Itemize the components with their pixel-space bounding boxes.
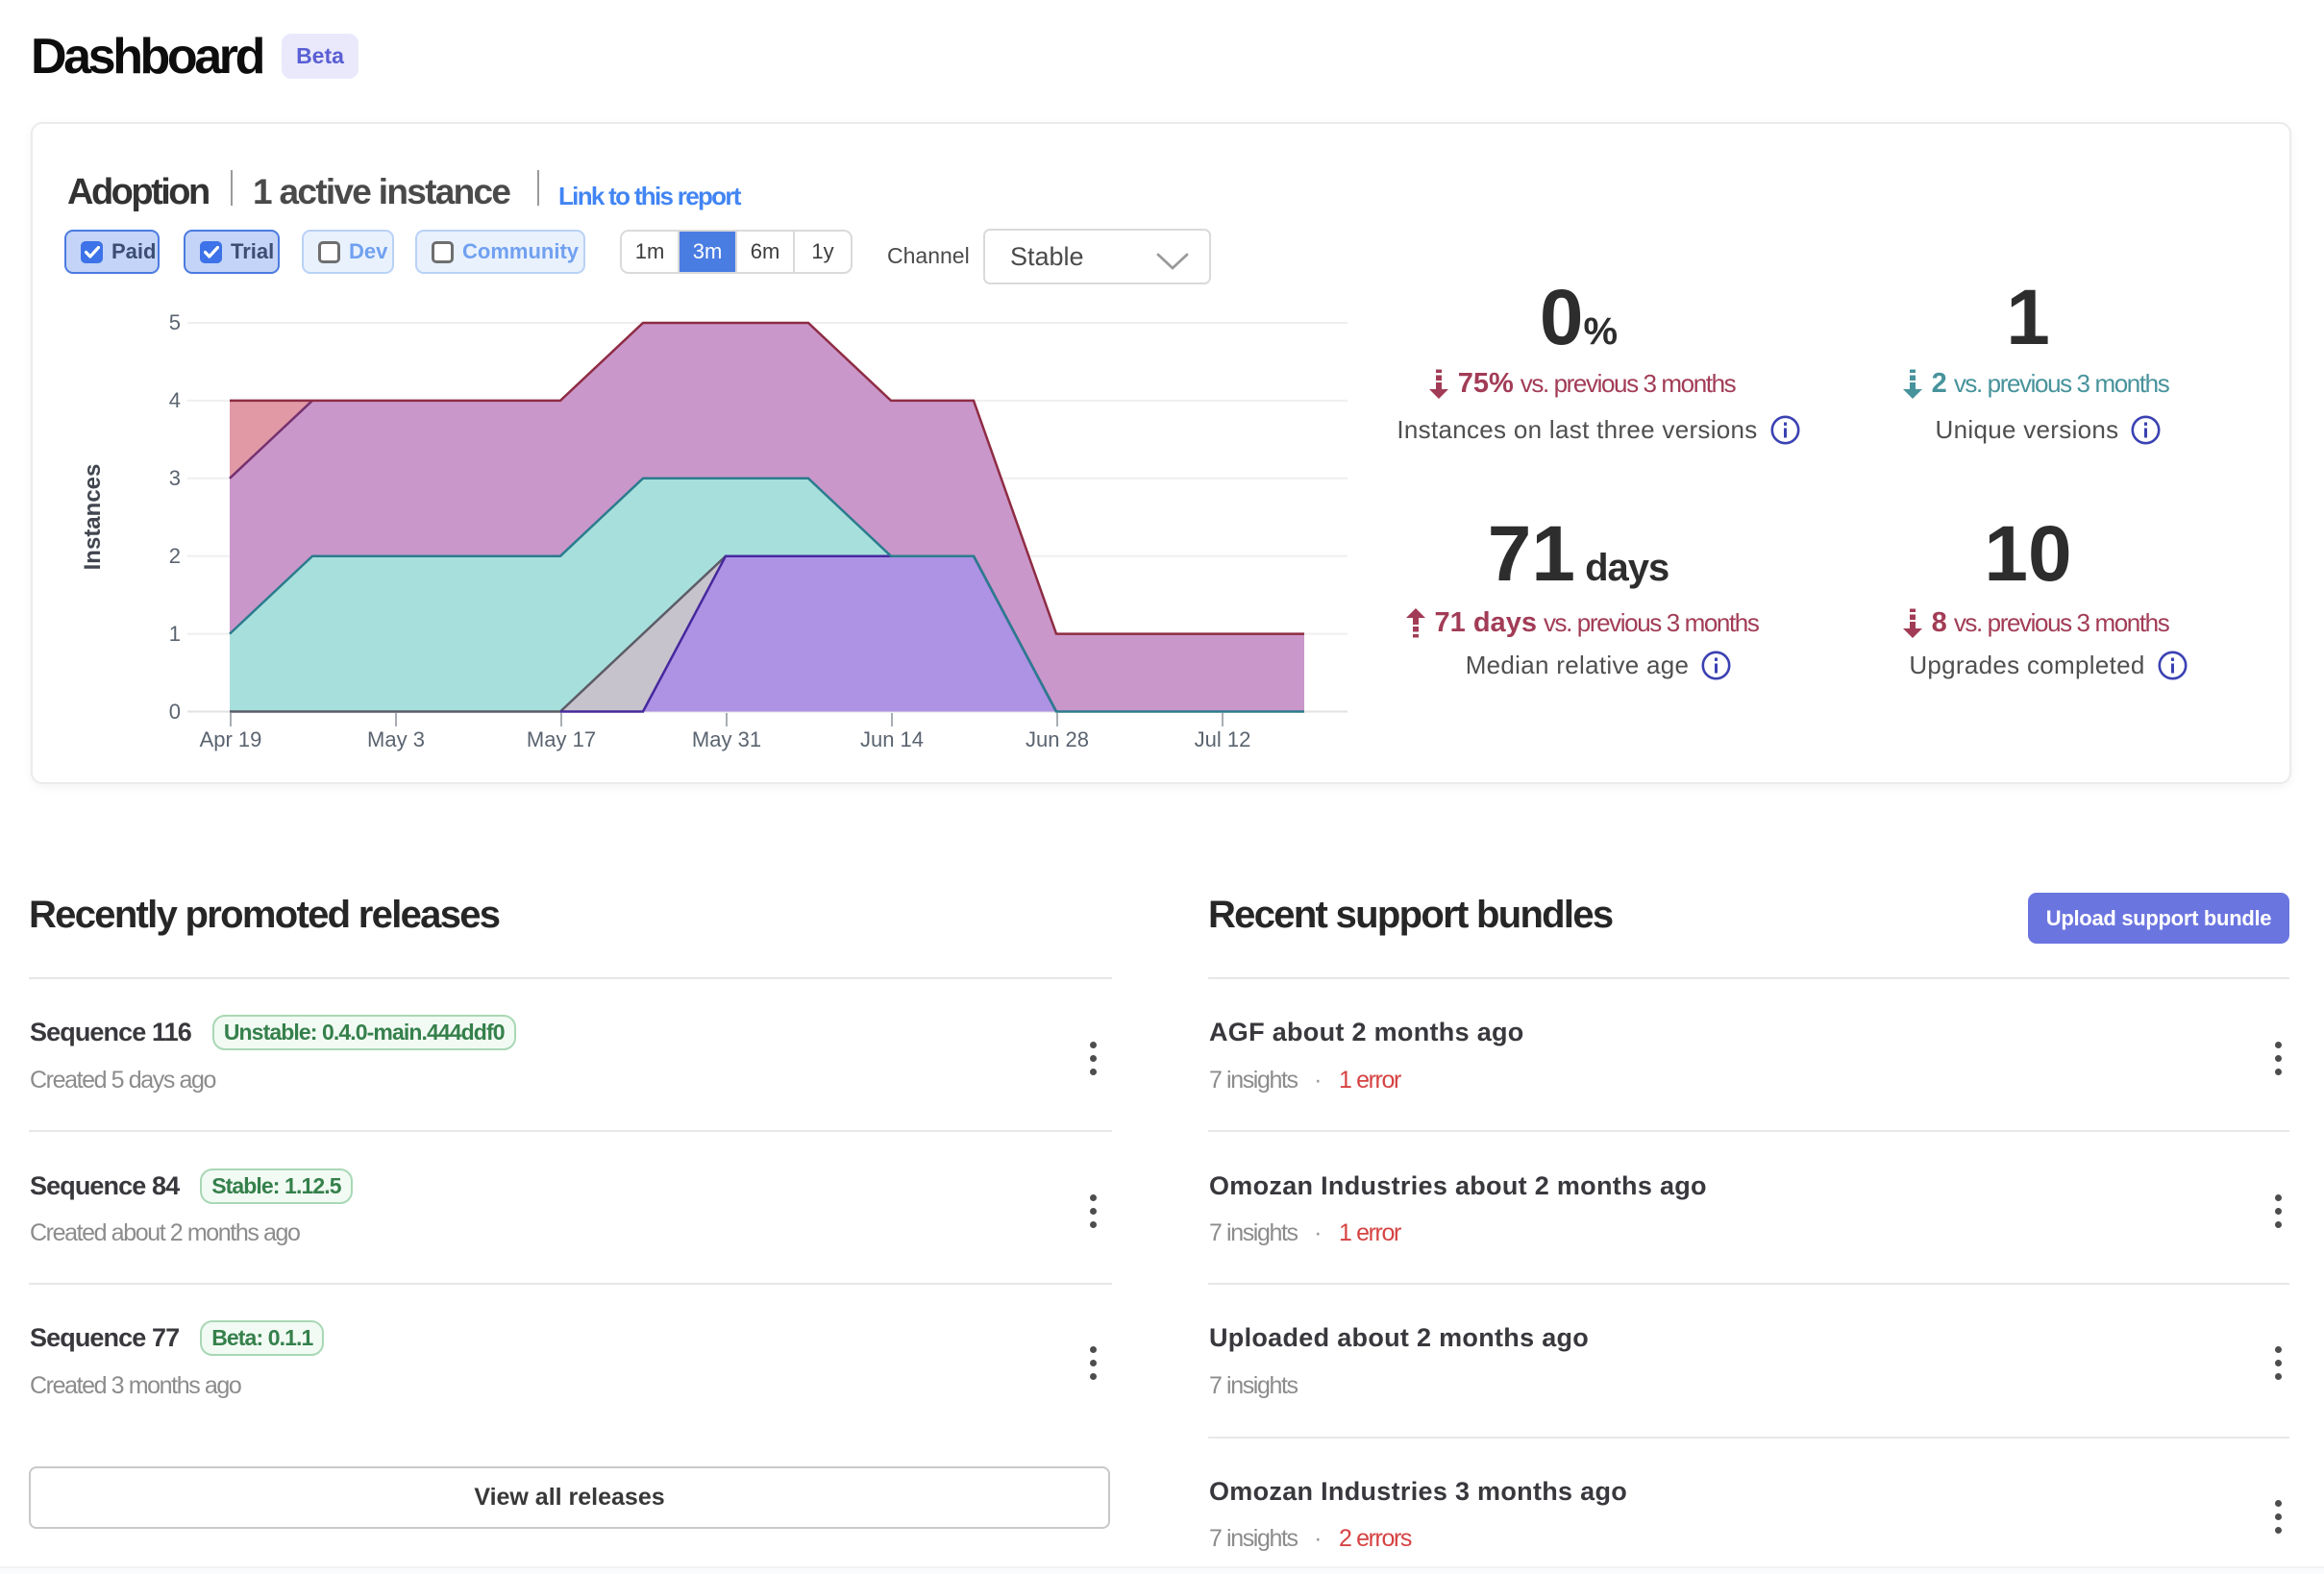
svg-text:May 3: May 3 (367, 727, 425, 751)
svg-text:Jul 12: Jul 12 (1195, 727, 1251, 751)
svg-text:1: 1 (169, 622, 181, 646)
svg-text:May 17: May 17 (527, 727, 596, 751)
svg-text:Jun 28: Jun 28 (1026, 727, 1089, 751)
svg-text:Apr 19: Apr 19 (200, 727, 262, 751)
svg-text:2: 2 (169, 544, 181, 568)
svg-text:0: 0 (169, 700, 181, 724)
svg-text:5: 5 (169, 310, 181, 334)
svg-text:Jun 14: Jun 14 (860, 727, 924, 751)
svg-text:Instances: Instances (80, 464, 106, 571)
svg-text:May 31: May 31 (692, 727, 761, 751)
svg-text:4: 4 (169, 388, 181, 412)
svg-text:3: 3 (169, 466, 181, 490)
